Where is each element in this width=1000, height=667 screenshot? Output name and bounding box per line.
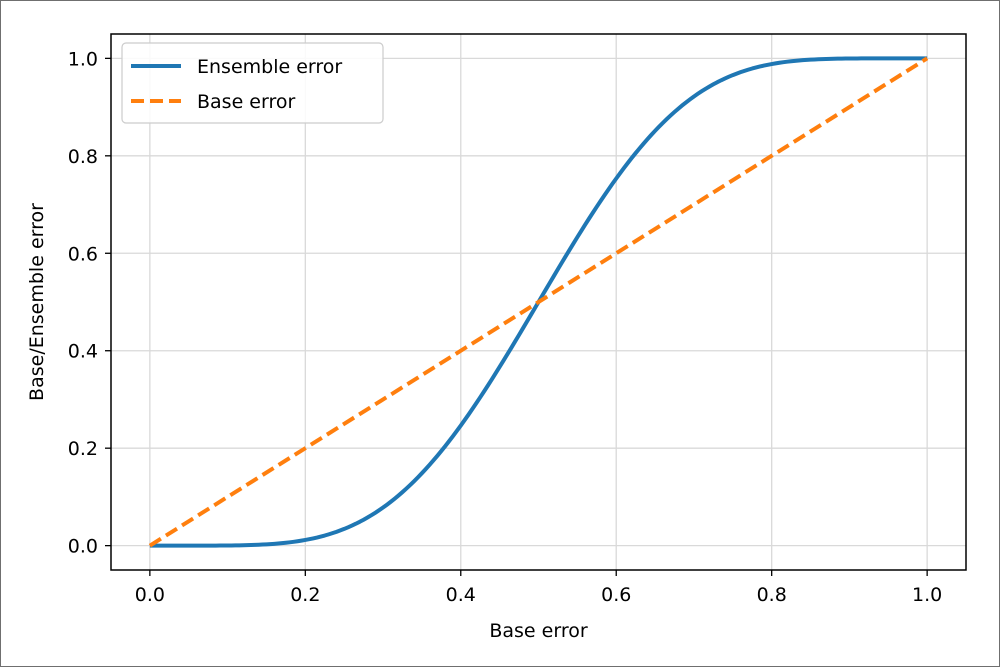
plot-area-frame [110, 33, 967, 571]
x-tick-label: 0.4 [446, 584, 476, 606]
x-tick-label: 0.8 [757, 584, 787, 606]
legend-box [121, 42, 384, 124]
legend-label-base-error: Base error [197, 91, 295, 113]
x-tick-label: 1.0 [912, 584, 942, 606]
x-tick-label: 0.2 [290, 584, 320, 606]
legend-label-ensemble-error: Ensemble error [197, 56, 342, 78]
y-tick-label: 0.2 [68, 438, 98, 460]
ticks: 0.0 0.2 0.4 0.6 0.8 1.0 0.0 0.2 0.4 0.6 0.8 1.0 [68, 48, 942, 606]
x-axis-label: Base error [489, 620, 587, 642]
y-tick-label: 1.0 [68, 48, 98, 70]
series-line-base-error [148, 56, 929, 548]
legend: Ensemble error Base error [121, 42, 384, 124]
x-tick-label: 0.0 [135, 584, 165, 606]
x-tick-label: 0.6 [601, 584, 631, 606]
y-tick-label: 0.6 [68, 243, 98, 265]
y-axis-label: Base/Ensemble error [26, 203, 48, 401]
y-tick-label: 0.8 [68, 146, 98, 168]
y-tick-label: 0.4 [68, 341, 98, 363]
y-tick-label: 0.0 [68, 536, 98, 558]
series-layer [148, 56, 929, 548]
